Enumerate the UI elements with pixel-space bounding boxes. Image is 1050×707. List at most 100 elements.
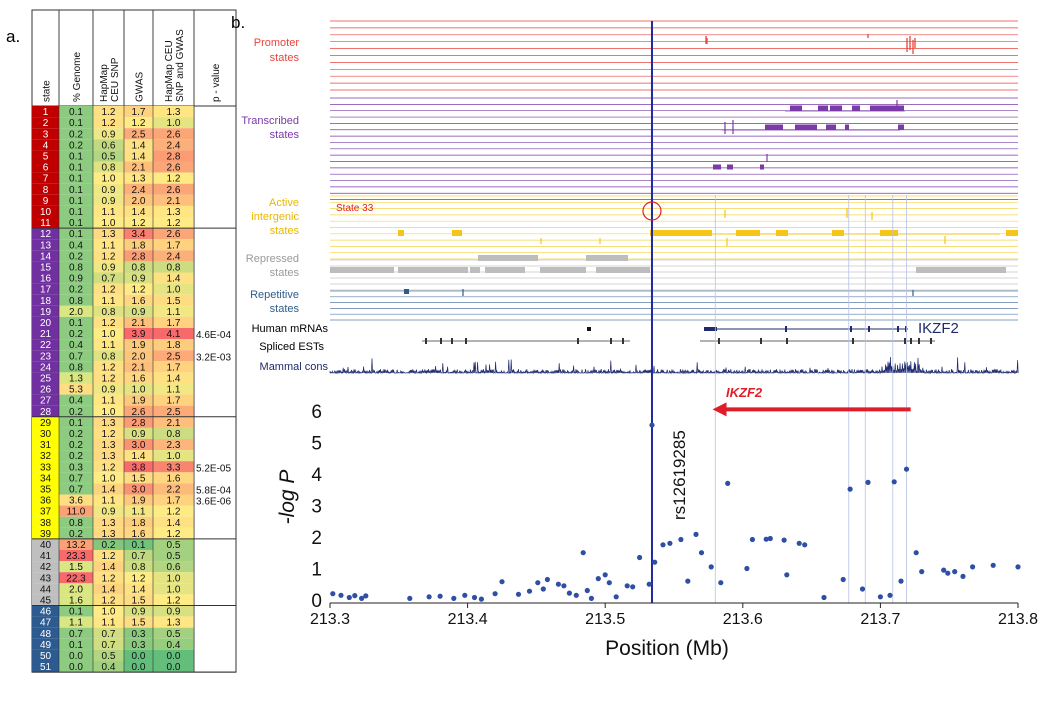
value-cell bbox=[59, 205, 93, 217]
x-tick-label: 213.6 bbox=[723, 611, 763, 628]
snp-point bbox=[660, 542, 666, 548]
snp-point bbox=[725, 480, 731, 486]
value-cell bbox=[153, 250, 194, 262]
transcribed-label-1: Transcribed bbox=[241, 115, 299, 127]
value-text: 0.8 bbox=[102, 163, 116, 174]
value-text: 0.1 bbox=[69, 207, 83, 218]
value-text: 0.9 bbox=[102, 185, 116, 196]
value-text: 0.2 bbox=[69, 529, 83, 540]
value-text: 1.2 bbox=[102, 362, 116, 373]
snp-point bbox=[698, 550, 705, 556]
value-cell bbox=[93, 117, 124, 129]
value-cell bbox=[124, 228, 153, 240]
value-text: 2.6 bbox=[167, 229, 181, 240]
state-cell bbox=[32, 272, 59, 284]
active-block bbox=[776, 230, 788, 236]
est-exon bbox=[451, 338, 453, 344]
value-text: 0.3 bbox=[69, 462, 83, 473]
value-text: 11.0 bbox=[67, 507, 86, 518]
value-cell bbox=[59, 605, 93, 617]
value-text: 1.3 bbox=[102, 529, 116, 540]
state-number: 51 bbox=[40, 662, 52, 673]
value-cell bbox=[93, 217, 124, 229]
table-header-0-0: state bbox=[42, 80, 53, 102]
value-text: 0.9 bbox=[132, 429, 146, 440]
value-cell bbox=[153, 305, 194, 317]
p-value-text: 4.6E-04 bbox=[196, 330, 231, 341]
value-text: 1.2 bbox=[167, 529, 181, 540]
value-cell bbox=[153, 161, 194, 173]
value-cell bbox=[153, 372, 194, 384]
value-text: 1.9 bbox=[132, 496, 146, 507]
snp-point bbox=[462, 592, 468, 598]
value-text: 0.1 bbox=[69, 218, 83, 229]
value-cell bbox=[153, 316, 194, 328]
value-cell bbox=[59, 427, 93, 439]
value-text: 0.2 bbox=[102, 540, 116, 551]
est-exon bbox=[760, 338, 762, 344]
value-cell bbox=[124, 361, 153, 373]
active-label-1: Active bbox=[269, 197, 299, 209]
value-text: 22.3 bbox=[66, 573, 86, 584]
value-text: 2.6 bbox=[167, 129, 181, 140]
snp-point bbox=[526, 588, 533, 594]
state-number: 50 bbox=[40, 651, 52, 662]
value-cell bbox=[59, 594, 93, 606]
lead-snp-point bbox=[649, 422, 655, 428]
state-cell bbox=[32, 605, 59, 617]
y-tick-label: 5 bbox=[311, 433, 322, 454]
value-cell bbox=[153, 483, 194, 495]
value-text: 2.6 bbox=[167, 163, 181, 174]
value-text: 3.4 bbox=[132, 229, 146, 240]
est-exon bbox=[610, 338, 612, 344]
state-number: 25 bbox=[40, 374, 52, 385]
state-number: 28 bbox=[40, 407, 52, 418]
value-text: 1.2 bbox=[167, 174, 181, 185]
value-text: 0.8 bbox=[69, 518, 83, 529]
value-text: 1.7 bbox=[167, 496, 181, 507]
snp-point bbox=[595, 576, 601, 582]
value-cell bbox=[124, 305, 153, 317]
value-text: 2.2 bbox=[167, 485, 181, 496]
ikzf2-mrna-exon bbox=[868, 326, 870, 332]
value-text: 0.1 bbox=[132, 540, 146, 551]
value-cell bbox=[124, 583, 153, 595]
state-cell bbox=[32, 128, 59, 140]
value-text: 3.9 bbox=[132, 329, 146, 340]
value-cell bbox=[153, 527, 194, 539]
state-number: 35 bbox=[40, 485, 52, 496]
value-text: 2.1 bbox=[167, 418, 181, 429]
state-number: 44 bbox=[40, 584, 52, 595]
value-cell bbox=[93, 328, 124, 340]
value-cell bbox=[93, 261, 124, 273]
repressed-block bbox=[398, 267, 468, 273]
value-text: 0.8 bbox=[69, 296, 83, 307]
value-text: 1.2 bbox=[102, 429, 116, 440]
value-text: 0.9 bbox=[102, 385, 116, 396]
value-text: 1.3 bbox=[167, 107, 181, 118]
value-text: 0.2 bbox=[69, 429, 83, 440]
p-value-text: 3.2E-03 bbox=[196, 352, 231, 363]
value-cell bbox=[93, 305, 124, 317]
snp-point bbox=[471, 594, 478, 601]
state-cell bbox=[32, 505, 59, 517]
snp-point bbox=[796, 540, 802, 546]
value-cell bbox=[153, 294, 194, 306]
value-cell bbox=[93, 383, 124, 395]
state-number: 41 bbox=[40, 551, 52, 562]
value-cell bbox=[59, 328, 93, 340]
state-number: 46 bbox=[40, 607, 52, 618]
value-cell bbox=[124, 394, 153, 406]
ikzf2-mrna-exon bbox=[785, 326, 787, 332]
value-cell bbox=[93, 183, 124, 195]
value-text: 0.9 bbox=[102, 507, 116, 518]
state-cell bbox=[32, 472, 59, 484]
value-text: 1.4 bbox=[167, 518, 181, 529]
state-cell bbox=[32, 316, 59, 328]
snp-point bbox=[763, 536, 769, 542]
value-text: 1.8 bbox=[132, 518, 146, 529]
cons-label: Mammal cons bbox=[260, 361, 329, 373]
est-exon bbox=[425, 338, 427, 344]
snp-point bbox=[544, 576, 551, 583]
value-text: 0.8 bbox=[102, 307, 116, 318]
